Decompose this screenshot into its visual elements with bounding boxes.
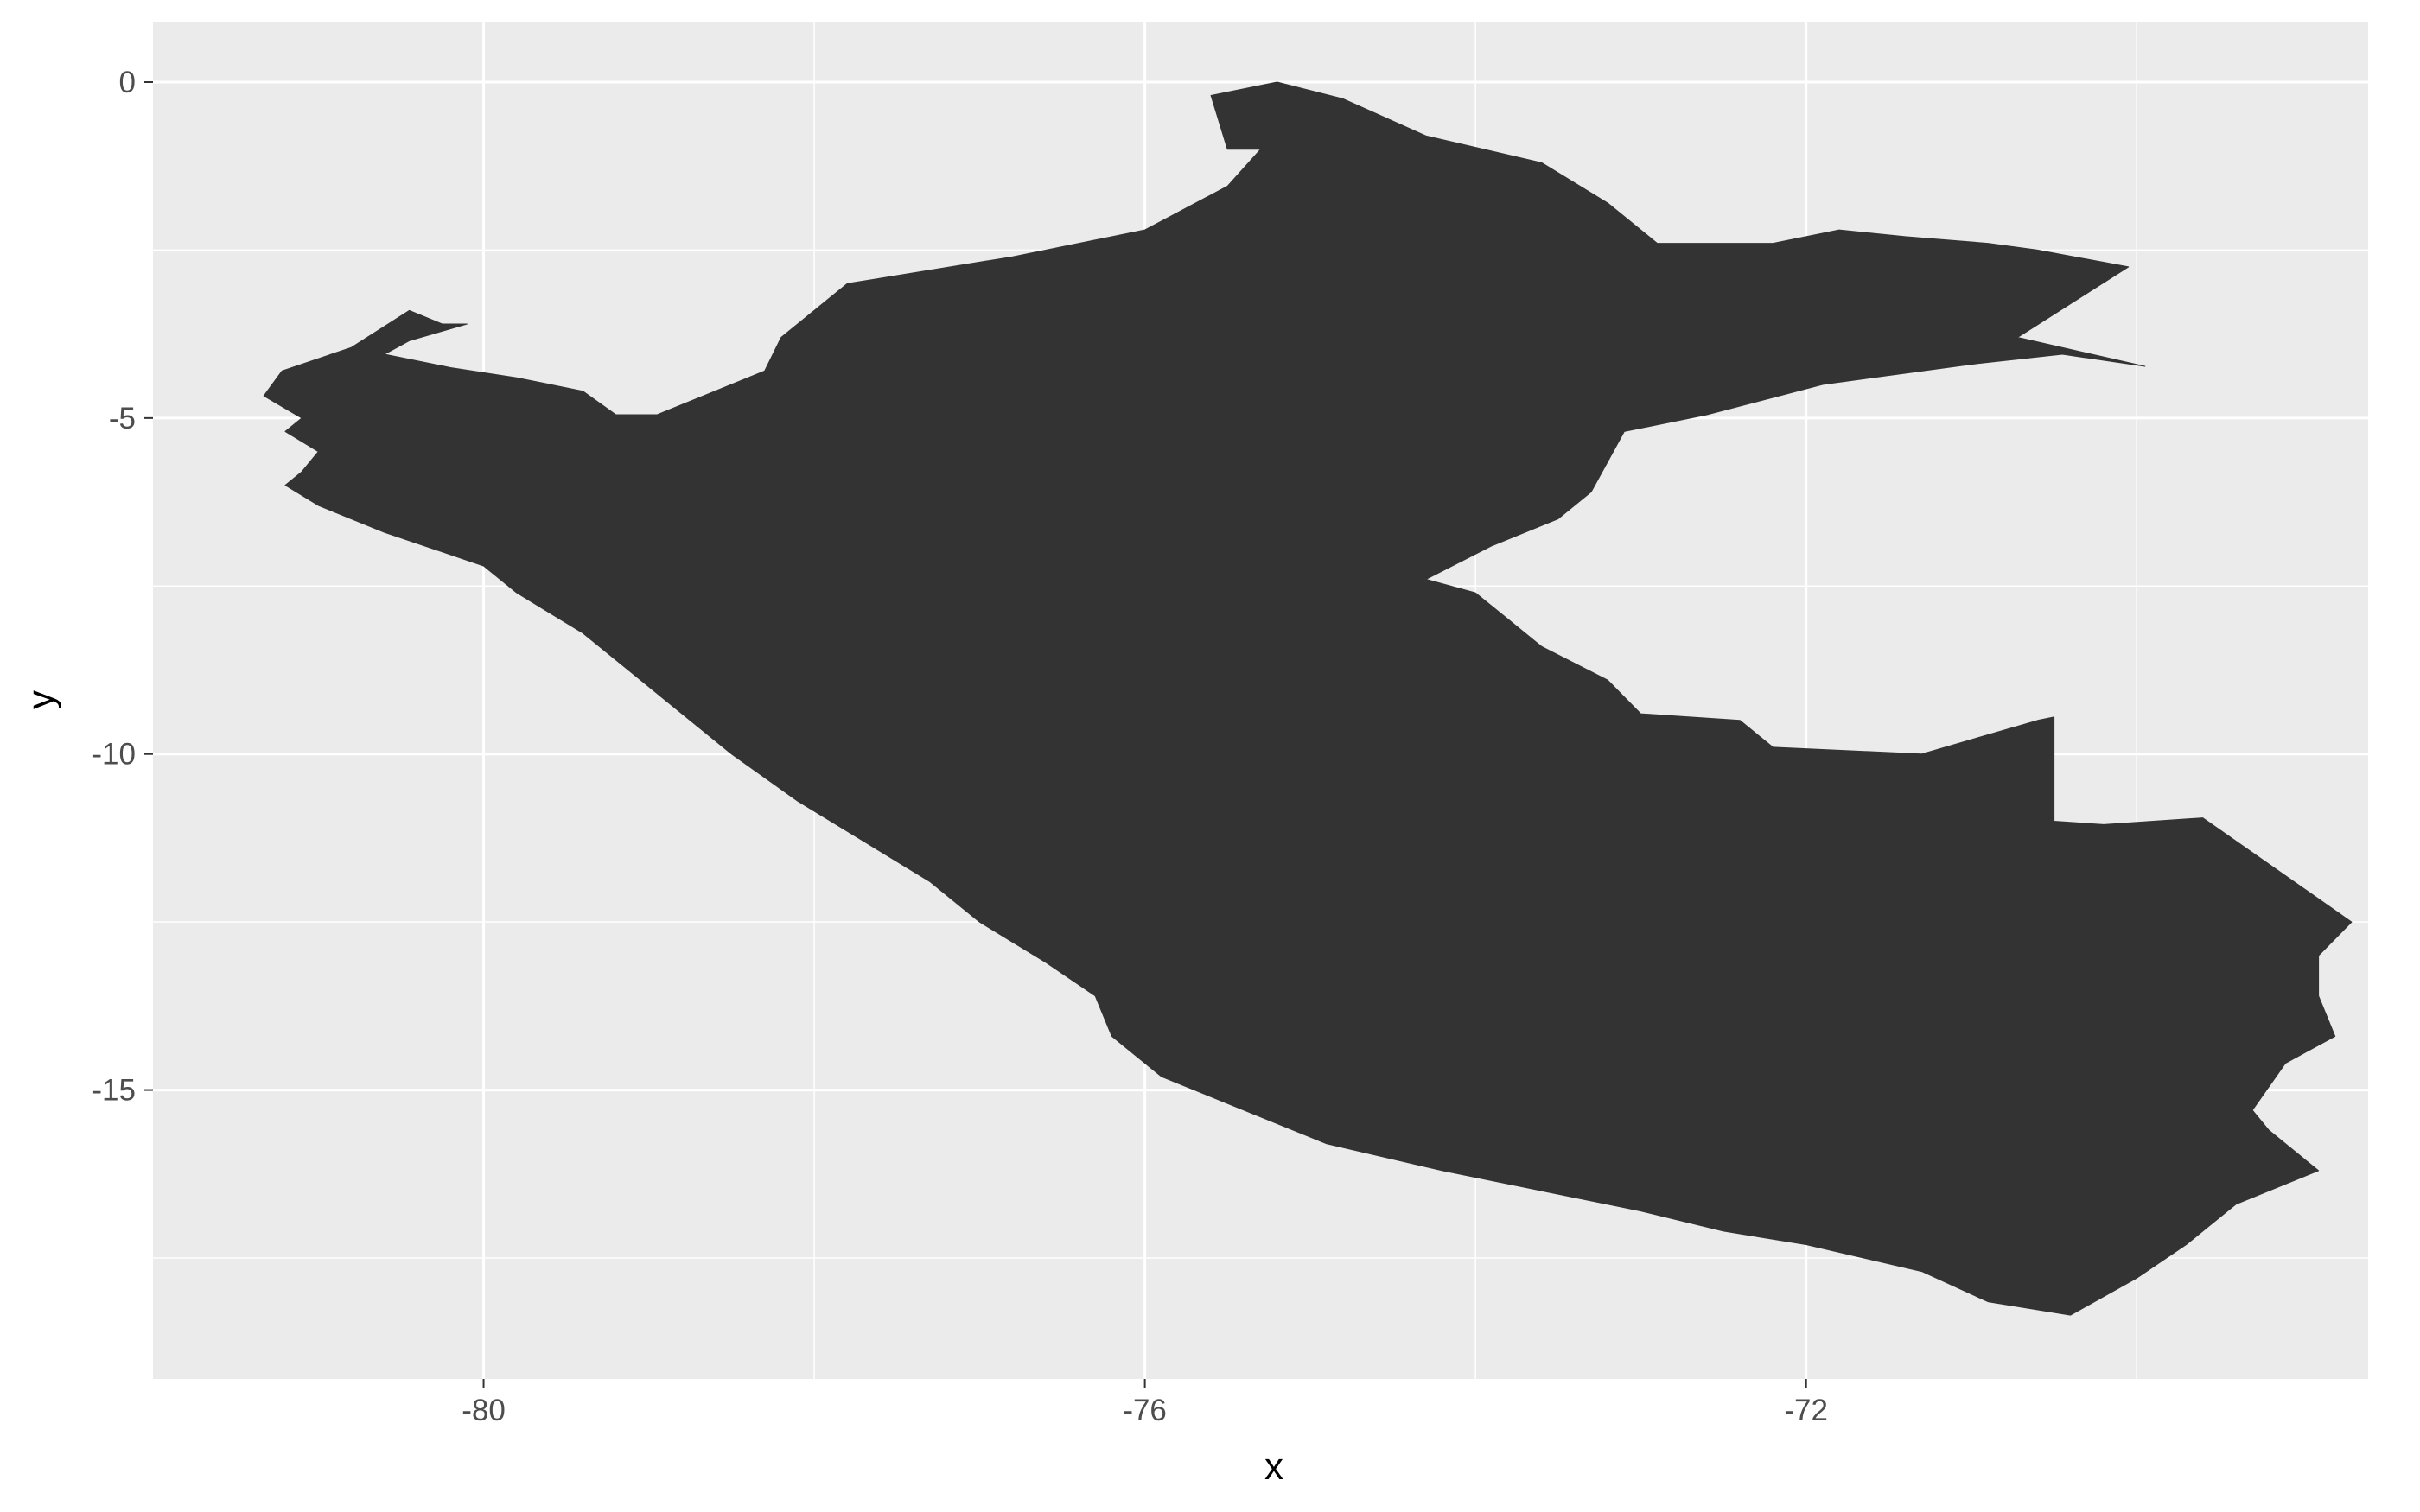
y-tick-label: 0 bbox=[119, 66, 136, 99]
x-axis: -80 -76 -72 bbox=[462, 1379, 1828, 1427]
peru-shape bbox=[263, 81, 2353, 1316]
x-tick-label: -80 bbox=[462, 1394, 506, 1427]
x-tick-label: -72 bbox=[1784, 1394, 1828, 1427]
y-tick-label: -10 bbox=[92, 738, 136, 772]
y-tick-label: -15 bbox=[92, 1074, 136, 1108]
y-axis-title: y bbox=[20, 690, 62, 709]
y-tick-label: -5 bbox=[109, 402, 136, 435]
x-axis-title: x bbox=[1264, 1445, 1283, 1488]
y-axis: 0 -5 -10 -15 bbox=[92, 66, 153, 1108]
x-tick-label: -76 bbox=[1123, 1394, 1167, 1427]
